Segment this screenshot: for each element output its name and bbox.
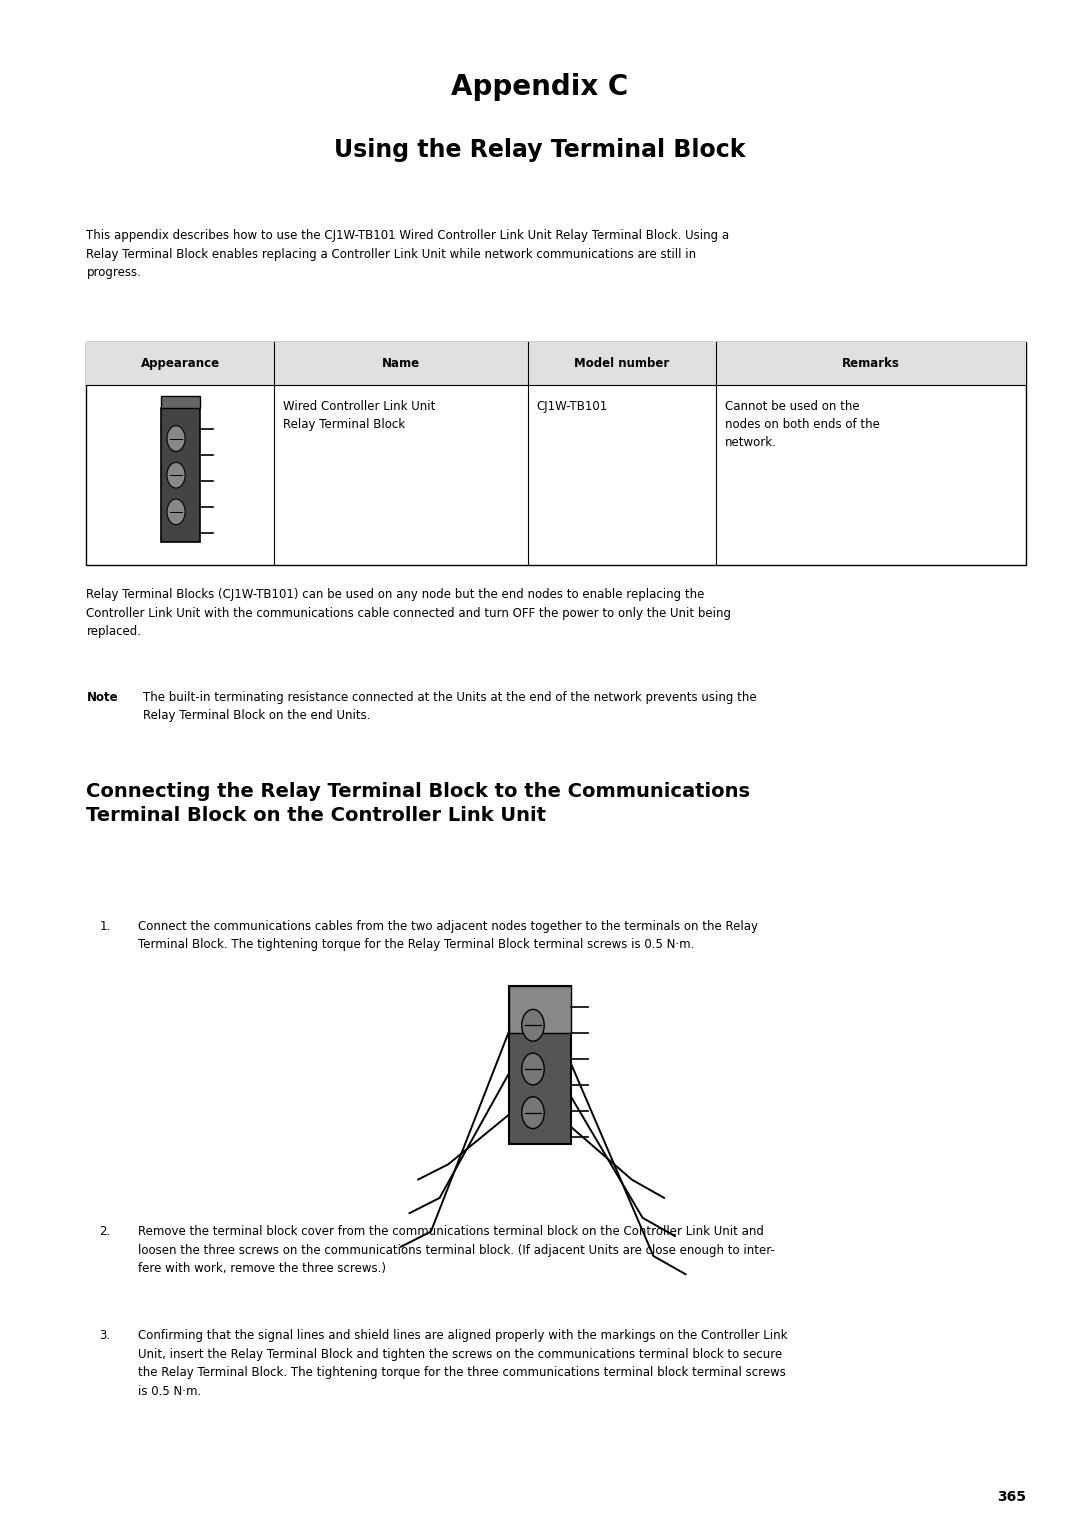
Bar	[509, 986, 571, 1033]
Text: Remove the terminal block cover from the communications terminal block on the Co: Remove the terminal block cover from the…	[138, 1225, 775, 1276]
Bar	[86, 342, 1026, 565]
Text: 2.: 2.	[99, 1225, 110, 1239]
Circle shape	[167, 463, 185, 487]
Circle shape	[167, 500, 185, 524]
Text: Note: Note	[86, 691, 118, 704]
Circle shape	[522, 1097, 544, 1129]
Text: Connect the communications cables from the two adjacent nodes together to the te: Connect the communications cables from t…	[138, 920, 758, 952]
Circle shape	[522, 1010, 544, 1041]
Circle shape	[167, 426, 185, 451]
Text: CJ1W-TB101: CJ1W-TB101	[537, 400, 608, 414]
Bar	[509, 986, 571, 1144]
Text: Cannot be used on the
nodes on both ends of the
network.: Cannot be used on the nodes on both ends…	[725, 400, 879, 449]
Bar	[161, 408, 200, 542]
Text: This appendix describes how to use the CJ1W-TB101 Wired Controller Link Unit Rel: This appendix describes how to use the C…	[86, 229, 729, 280]
Text: Model number: Model number	[575, 358, 670, 370]
Text: 1.: 1.	[99, 920, 110, 934]
Bar	[86, 342, 1026, 385]
Text: Appendix C: Appendix C	[451, 73, 629, 101]
Circle shape	[522, 1053, 544, 1085]
Text: Confirming that the signal lines and shield lines are aligned properly with the : Confirming that the signal lines and shi…	[138, 1329, 787, 1398]
Text: 3.: 3.	[99, 1329, 110, 1343]
Text: Wired Controller Link Unit
Relay Terminal Block: Wired Controller Link Unit Relay Termina…	[283, 400, 435, 431]
Text: Relay Terminal Blocks (CJ1W-TB101) can be used on any node but the end nodes to : Relay Terminal Blocks (CJ1W-TB101) can b…	[86, 588, 731, 639]
Text: 365: 365	[997, 1490, 1026, 1504]
Text: Name: Name	[382, 358, 420, 370]
Text: Connecting the Relay Terminal Block to the Communications
Terminal Block on the : Connecting the Relay Terminal Block to t…	[86, 782, 751, 825]
Text: Using the Relay Terminal Block: Using the Relay Terminal Block	[334, 138, 746, 162]
Text: Remarks: Remarks	[842, 358, 900, 370]
Text: Appearance: Appearance	[140, 358, 220, 370]
Text: The built-in terminating resistance connected at the Units at the end of the net: The built-in terminating resistance conn…	[143, 691, 756, 723]
Bar	[161, 396, 200, 408]
